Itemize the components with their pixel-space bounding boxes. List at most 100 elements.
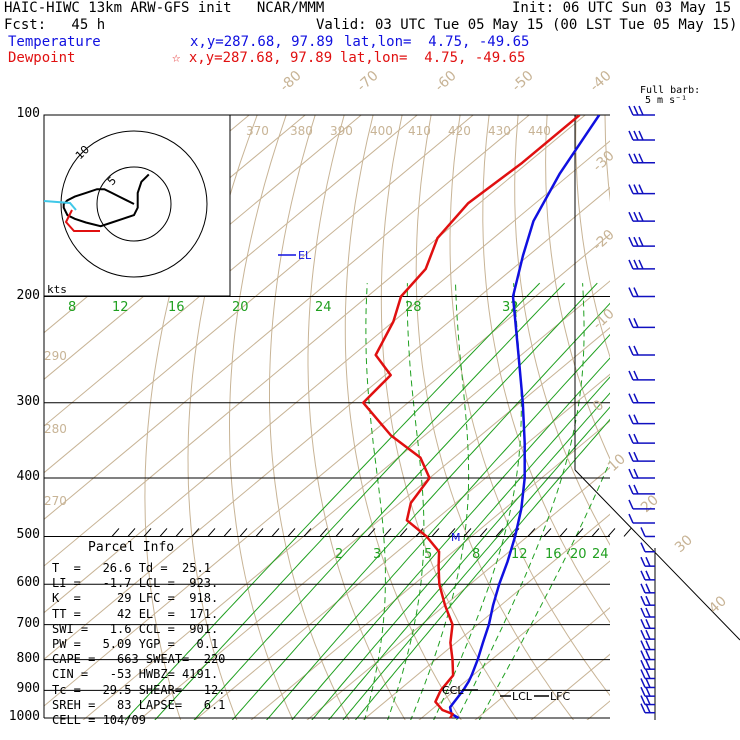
wind-barb-flag: [645, 669, 651, 679]
mixing-ratio-line: [231, 302, 610, 720]
wind-barb-flag: [628, 105, 634, 116]
dry-adiabat-line: [721, 115, 740, 731]
lcl-label: LCL: [512, 690, 533, 703]
theta-label: 270: [44, 494, 67, 508]
pressure-tick-label: 200: [16, 287, 40, 303]
isobar-hatch: [431, 528, 440, 537]
wind-barb-flag: [640, 607, 646, 618]
pressure-tick-label: 800: [16, 650, 40, 666]
barb-legend-units: 5 m s⁻¹: [645, 95, 688, 106]
isobar-hatch: [399, 528, 408, 537]
theta-label: 400: [370, 124, 393, 138]
theta-label: 280: [44, 422, 67, 436]
hodograph-units: kts: [47, 283, 67, 296]
isotherm-line: [306, 467, 610, 720]
isobar-hatch: [463, 528, 472, 537]
isotherm-label: -50: [509, 68, 537, 95]
wind-barb-flag: [645, 659, 651, 670]
hodograph-trace-low: [43, 200, 77, 211]
dry-adiabat-line: [482, 115, 610, 624]
wind-barb-flag: [633, 287, 639, 297]
wind-barb-flag: [640, 659, 646, 670]
isotherm-line: [418, 560, 610, 720]
wind-barb-flag: [640, 640, 646, 650]
isobar-hatch: [319, 528, 328, 537]
theta-label: 430: [488, 124, 511, 138]
temperature-legend: Temperature: [8, 34, 101, 50]
wind-barb-flag: [628, 345, 634, 356]
theta-label: 380: [290, 124, 313, 138]
pressure-tick-label: 1000: [8, 709, 40, 724]
isotherm-line: [44, 115, 418, 427]
dry-adiabat-line: [307, 115, 406, 720]
wind-barb-flag: [645, 556, 651, 567]
mid-level-marker: M: [451, 531, 461, 544]
isotherm-line: [44, 115, 362, 380]
wind-barb-flag: [640, 556, 646, 567]
mixing-ratio-label: 32: [502, 300, 519, 315]
wind-barb-flag: [640, 678, 646, 688]
hodograph-ring-inner: [96, 166, 172, 242]
wind-barb-flag: [640, 686, 646, 697]
isotherm-line: [362, 513, 610, 720]
isobar-hatch: [191, 528, 200, 537]
wind-barb-flag: [633, 211, 639, 222]
isotherm-line: [44, 115, 586, 567]
moist-adiabat-line: [433, 283, 522, 720]
isobar-hatch: [527, 528, 536, 537]
profiles: [361, 115, 601, 720]
wind-barb-flag: [628, 153, 634, 164]
temperature-latlon: lat,lon= 4.75, -49.65: [344, 34, 530, 50]
wind-barb-flag: [640, 650, 646, 660]
temperature-xy: x,y=287.68, 97.89: [190, 34, 334, 50]
dry-adiabat-line: [415, 115, 575, 720]
isobar-hatch: [383, 528, 392, 537]
wind-barb-flag: [640, 595, 646, 606]
isobar-hatch: [591, 528, 600, 537]
wind-barb-flag: [645, 583, 651, 594]
pressure-tick-label: 900: [16, 681, 40, 697]
isobar-hatch: [143, 528, 152, 537]
isobar-hatch: [495, 528, 504, 537]
wind-barb-flag: [633, 433, 639, 444]
isobar-hatch: [111, 528, 120, 537]
mixing-ratio-line: [154, 282, 565, 720]
isobar-hatch: [255, 528, 264, 537]
isobar-hatch: [159, 528, 168, 537]
isobar-hatch: [287, 528, 296, 537]
parcel-info-row: SWI = 1.6 CCL = 901.: [52, 621, 219, 636]
isotherm-line: [250, 420, 610, 720]
mixing-ratio-label: 24: [315, 300, 332, 315]
moist-adiabat-line: [387, 283, 425, 720]
wind-barb-flag: [640, 703, 646, 714]
el-label: EL: [298, 249, 312, 262]
wind-barb-flag: [638, 259, 644, 270]
dry-adiabat-line: [144, 115, 229, 720]
mixing-ratio-label: 8: [472, 547, 480, 562]
dry-adiabat-line: [545, 115, 610, 461]
isobar-hatch: [239, 528, 248, 537]
parcel-info-row: Tc = 29.5 SHEAR= 12.: [52, 682, 226, 697]
isotherm-line: [44, 140, 610, 614]
dry-adiabat-line: [229, 115, 294, 720]
wind-barb-flag: [628, 468, 634, 479]
isobar-hatch: [607, 528, 616, 537]
wind-barb-flag: [628, 236, 634, 247]
isobar-hatch: [479, 528, 488, 537]
wind-barb-flag: [640, 669, 646, 679]
wind-barb-flag: [633, 393, 639, 404]
mixing-ratio-line: [265, 333, 610, 720]
wind-barb-flag: [628, 451, 634, 462]
theta-label: 390: [330, 124, 353, 138]
isobar-hatch: [175, 528, 184, 537]
mixing-ratio-label: 28: [405, 300, 422, 315]
dry-adiabat-line: [663, 115, 740, 731]
parcel-info-row: SREH = 83 LAPSE= 6.1: [52, 697, 226, 712]
wind-barb-flag: [640, 542, 646, 553]
wind-barb-flag: [633, 345, 639, 356]
isotherm-label: -30: [590, 148, 618, 175]
isobars: [43, 114, 740, 720]
wind-barb-flag: [638, 236, 644, 247]
mixing-ratio-line: [124, 282, 541, 720]
